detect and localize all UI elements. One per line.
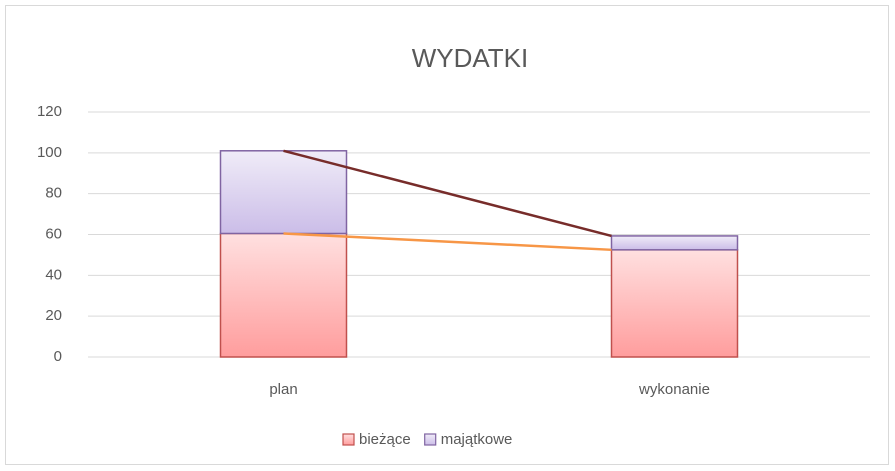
- legend-swatch: [342, 433, 355, 446]
- series-line: [283, 232, 612, 252]
- y-tick-label: 100: [37, 144, 62, 161]
- y-tick-label: 20: [45, 307, 62, 324]
- legend-swatch: [424, 433, 437, 446]
- x-tick-label: plan: [269, 381, 297, 398]
- bar-segment: [219, 150, 348, 235]
- chart-title: WYDATKI: [412, 43, 529, 73]
- y-tick-label: 0: [54, 348, 62, 365]
- y-tick-label: 120: [37, 103, 62, 120]
- bar-segment: [610, 249, 739, 358]
- x-tick-label: wykonanie: [638, 381, 710, 398]
- legend-label: bieżące: [359, 431, 411, 448]
- bar-segment: [610, 235, 739, 251]
- bar-segment: [219, 232, 348, 358]
- y-tick-label: 60: [45, 225, 62, 242]
- y-tick-label: 80: [45, 185, 62, 202]
- legend-label: majątkowe: [441, 431, 513, 448]
- y-tick-label: 40: [45, 266, 62, 283]
- series-line: [283, 149, 612, 238]
